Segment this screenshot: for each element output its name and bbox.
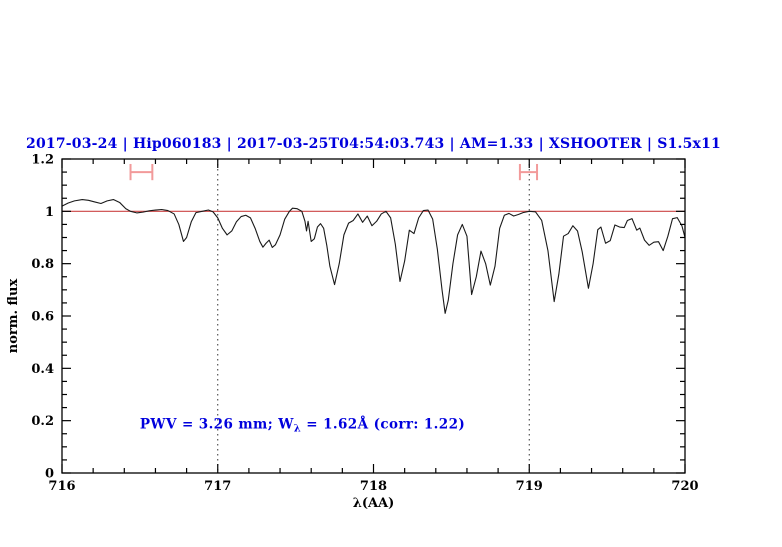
x-tick-label: 716 bbox=[48, 479, 75, 494]
y-tick-labels: 0 0.2 0.4 0.6 0.8 1 1.2 bbox=[31, 153, 54, 482]
y-axis-label: norm. flux bbox=[6, 279, 21, 354]
pwv-annotation-suffix: = 1.62Å (corr: 1.22) bbox=[301, 417, 465, 433]
y-tick-label: 0.4 bbox=[31, 362, 54, 377]
y-tick-label: 0 bbox=[45, 467, 54, 482]
axes-box bbox=[61, 158, 686, 474]
plot-title: 2017-03-24 | Hip060183 | 2017-03-25T04:5… bbox=[26, 136, 721, 152]
y-tick-label: 0.8 bbox=[31, 257, 54, 272]
pwv-annotation-prefix: PWV = 3.26 mm; W bbox=[140, 417, 294, 433]
x-tick-label: 717 bbox=[204, 479, 231, 494]
spectrum-line-group bbox=[61, 199, 686, 314]
pwv-annotation: PWV = 3.26 mm; Wλ = 1.62Å (corr: 1.22) bbox=[140, 417, 465, 435]
pwv-annotation-sub: λ bbox=[294, 424, 301, 435]
y-tick-label: 1 bbox=[45, 205, 54, 220]
ew-markers bbox=[129, 163, 539, 181]
x-axis-label: λ(AA) bbox=[353, 496, 395, 511]
y-tick-label: 0.6 bbox=[31, 310, 54, 325]
y-tick-label: 0.2 bbox=[31, 414, 54, 429]
x-tick-label: 719 bbox=[516, 479, 543, 494]
x-tick-label: 718 bbox=[360, 479, 387, 494]
y-tick-label: 1.2 bbox=[31, 153, 54, 168]
x-tick-label: 720 bbox=[671, 479, 698, 494]
x-tick-labels: 716 717 718 719 720 bbox=[48, 479, 698, 494]
